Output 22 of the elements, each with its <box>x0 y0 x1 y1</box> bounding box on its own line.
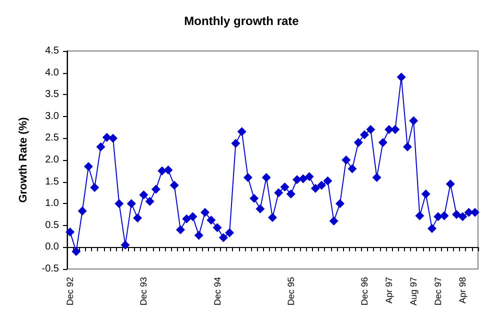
y-tick-label: 3.0 <box>45 110 60 122</box>
y-tick-label: -0.5 <box>42 264 60 274</box>
y-tick-label: 4.5 <box>45 46 60 56</box>
y-tick-label: 4.0 <box>45 67 60 78</box>
y-tick-label: 2.0 <box>45 154 60 166</box>
x-tick-label: Dec 96 <box>360 277 370 306</box>
y-tick-label: 1.5 <box>45 176 60 188</box>
x-tick-label: Dec 97 <box>433 277 444 306</box>
y-tick-label: 1.0 <box>45 198 60 210</box>
x-tick-label: Dec 95 <box>286 277 296 306</box>
y-tick-label: 2.5 <box>45 132 60 144</box>
x-tick-label: Dec 93 <box>138 277 149 306</box>
x-tick-label: Apr 97 <box>384 277 394 304</box>
y-axis-title: Growth Rate (%) <box>18 116 30 203</box>
x-tick-label: Apr 98 <box>458 277 468 304</box>
x-tick-label: Aug 97 <box>408 277 419 306</box>
x-tick-label: Dec 92 <box>65 277 76 306</box>
y-tick-label: 0.5 <box>45 220 60 231</box>
y-tick-label: 0.0 <box>45 242 60 253</box>
x-tick-label: Dec 94 <box>212 277 222 306</box>
chart-title: Monthly growth rate <box>184 14 300 28</box>
y-tick-label: 3.5 <box>45 89 60 100</box>
